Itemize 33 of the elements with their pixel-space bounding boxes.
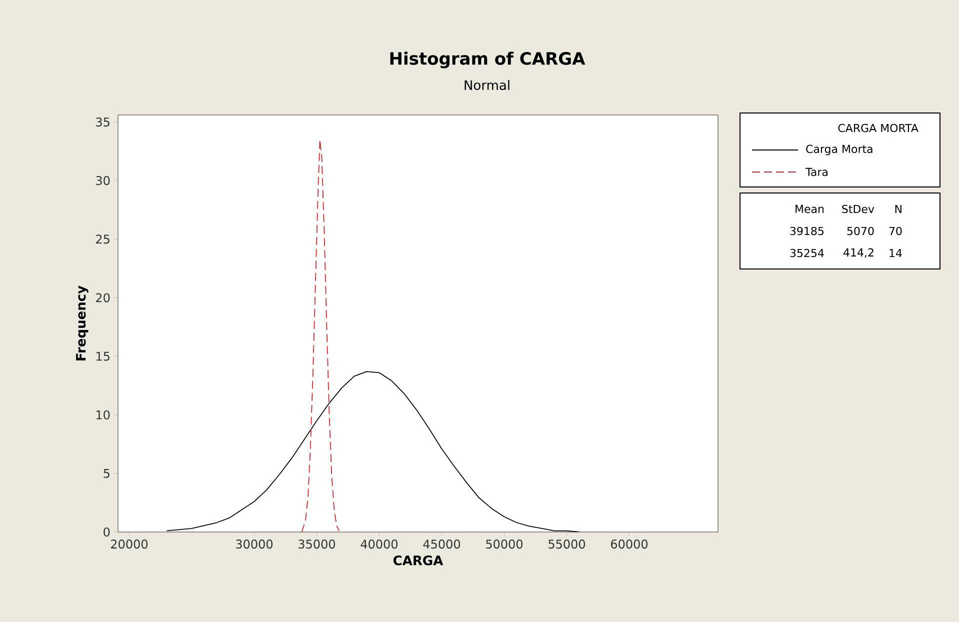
- y-tick-label: 35: [96, 117, 110, 127]
- y-tick-label: 30: [96, 176, 110, 186]
- line-series: [301, 139, 340, 532]
- y-tick-label: 15: [96, 352, 110, 361]
- x-tick-label: 40000: [360, 540, 398, 549]
- text: Mean: [796, 204, 824, 214]
- chart-subtitle: Normal: [464, 80, 510, 90]
- x-tick-label: 55000: [548, 540, 586, 549]
- x-tick-label: 45000: [423, 540, 460, 549]
- text: 14: [890, 248, 902, 258]
- x-axis-title: CARGA: [393, 555, 444, 566]
- y-tick-label: 20: [96, 293, 110, 302]
- y-tick-label: 25: [96, 234, 110, 244]
- text: 414,2: [844, 248, 874, 258]
- x-tick-label: 50000: [486, 540, 523, 549]
- x-tick-label: 35000: [298, 540, 336, 549]
- text: 39185: [790, 226, 824, 236]
- legend-label: Carga Morta: [806, 144, 872, 156]
- x-tick-label: 30000: [236, 540, 273, 549]
- chart-title: Histogram of CARGA: [390, 52, 586, 68]
- text: 35254: [790, 248, 824, 258]
- y-tick-label: 10: [96, 410, 110, 420]
- legend-title: CARGA MORTA: [838, 124, 918, 132]
- text: StDev: [842, 204, 874, 214]
- x-tick-label: 60000: [611, 540, 648, 549]
- x-tick-label: 20000: [111, 540, 148, 549]
- text: 70: [889, 226, 902, 236]
- y-tick-label: 0: [104, 527, 110, 537]
- legend-label: Tara: [806, 168, 828, 176]
- y-axis-title: Frequency: [76, 286, 88, 360]
- text: 5070: [847, 226, 874, 236]
- y-tick-label: 5: [104, 468, 110, 478]
- text: N: [895, 204, 902, 214]
